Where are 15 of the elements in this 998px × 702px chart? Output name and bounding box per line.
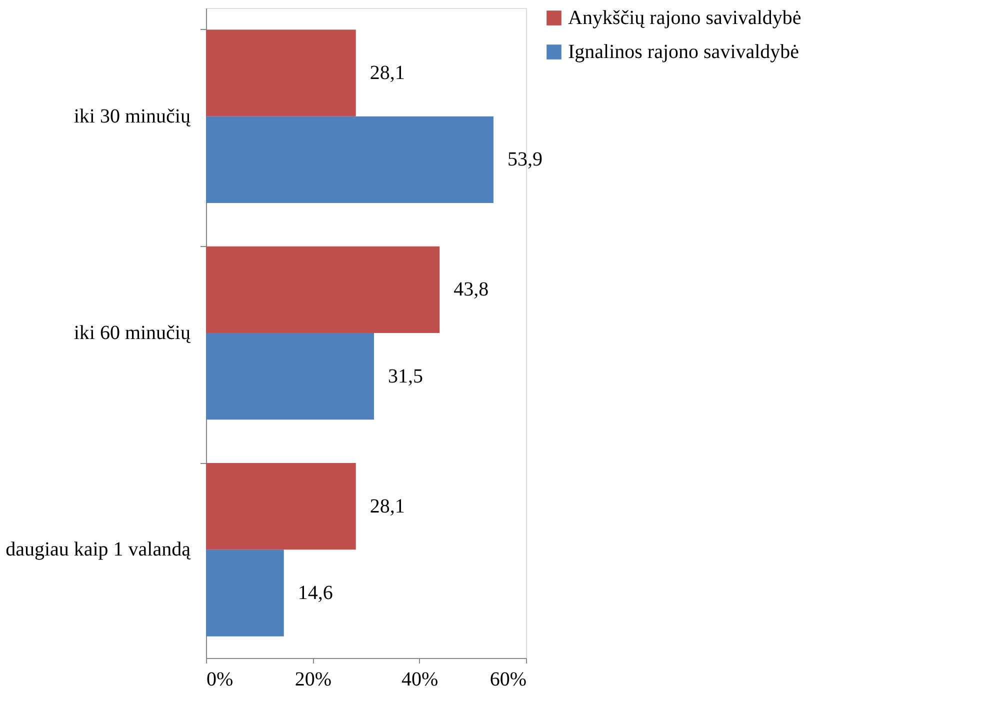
y-tick-label: daugiau kaip 1 valandą	[6, 538, 192, 561]
x-tick-label: 20%	[294, 668, 332, 690]
data-label: 31,5	[388, 365, 423, 388]
data-label: 53,9	[507, 148, 542, 171]
data-label: 43,8	[454, 278, 489, 301]
y-tick-label: iki 60 minučių	[74, 322, 192, 344]
data-label: 14,6	[298, 582, 333, 604]
y-tick-label: iki 30 minučių	[74, 105, 192, 128]
legend-label: Ignalinos rajono savivaldybė	[568, 41, 800, 63]
data-label: 28,1	[370, 62, 405, 84]
x-tick-label: 60%	[490, 668, 526, 690]
data-label: 28,1	[370, 495, 405, 518]
legend-label: Anykščių rajono savivaldybė	[568, 7, 802, 29]
x-tick-label: 0%	[206, 668, 234, 690]
x-tick-label: 40%	[401, 668, 438, 690]
